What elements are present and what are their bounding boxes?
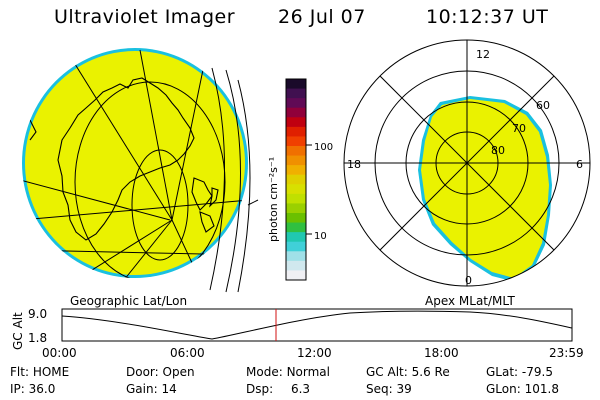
colorbar-cell [286,79,306,90]
polar-hour-12: 12 [476,48,490,61]
observation-date: 26 Jul 07 [278,6,366,28]
x-tick: 06:00 [170,346,205,360]
instrument-title: Ultraviolet Imager [54,6,236,28]
x-tick: 18:00 [424,346,459,360]
status-gain: Gain: 14 [126,382,177,396]
colorbar-cell [286,126,306,137]
polar-grid [343,39,591,287]
polar-hour-6: 6 [576,158,583,171]
status-flight: Flt: HOME [10,365,70,379]
graticule [22,48,248,278]
colorbar-unit-label: photon cm⁻²s⁻¹ [267,157,280,242]
colorbar-cell [286,260,306,271]
colorbar-tick-10: 10 [314,231,327,242]
status-dsp: Dsp: 6.3 [246,382,311,396]
colorbar-cell [286,222,306,233]
x-ticks: 00:00 06:00 12:00 18:00 23:59 [42,346,584,360]
colorbar-cell [286,165,306,176]
colorbar-cell [286,203,306,214]
colorbar-cell [286,107,306,118]
polar-hour-0: 0 [465,274,472,287]
polar-lat-70: 70 [512,122,526,135]
status-mode: Mode: Normal [246,365,330,379]
outer-projection-lines [209,67,259,293]
altitude-axis-label: GC Alt [11,312,25,350]
colorbar-cell [286,117,306,128]
colorbar-tick-100: 100 [314,142,333,153]
colorbar-scale [286,79,306,281]
x-tick: 00:00 [42,346,77,360]
x-tick: 23:59 [549,346,584,360]
geographic-label: Geographic Lat/Lon [70,294,188,308]
colorbar-cell [286,251,306,262]
polar-hour-18: 18 [347,158,361,171]
polar-lat-60: 60 [536,99,550,112]
altitude-curve [61,310,573,340]
y-tick-1-8: 1.8 [28,331,47,345]
colorbar-cell [286,146,306,157]
colorbar-cell [286,232,306,243]
status-glat: GLat: -79.5 [486,365,553,379]
observation-time: 10:12:37 UT [426,6,549,28]
status-seq: Seq: 39 [366,382,412,396]
colorbar-cell [286,270,306,281]
polar-lat-80: 80 [491,144,505,157]
polar-label: Apex MLat/MLT [425,294,515,308]
colorbar-cell [286,155,306,166]
x-tick: 12:00 [297,346,332,360]
colorbar-cell [286,213,306,224]
status-gc-alt: GC Alt: 5.6 Re [366,365,450,379]
colorbar-cell [286,184,306,195]
coastline [29,77,219,241]
colorbar-cell [286,241,306,252]
y-tick-9: 9.0 [28,307,47,321]
colorbar-cell [286,174,306,185]
colorbar-cell [286,193,306,204]
status-ip: IP: 36.0 [10,382,56,396]
colorbar-cell [286,88,306,99]
colorbar-cell [286,98,306,109]
status-door: Door: Open [126,365,195,379]
status-glon: GLon: 101.8 [486,382,559,396]
colorbar-cell [286,136,306,147]
